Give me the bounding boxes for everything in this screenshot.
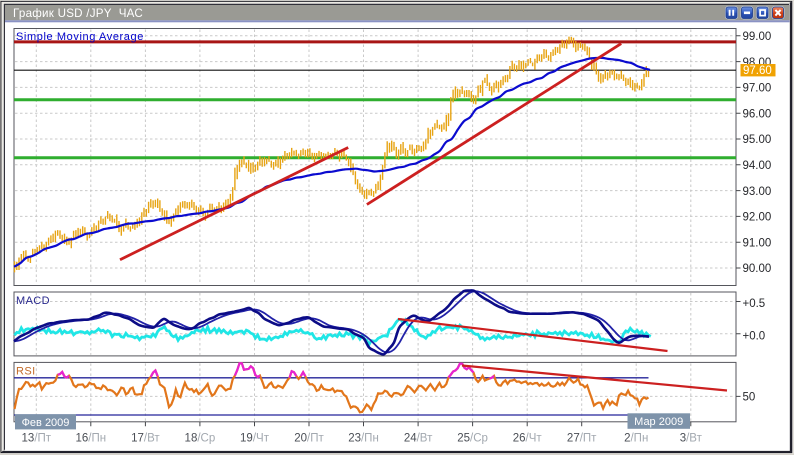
svg-text:+0.0: +0.0 bbox=[743, 331, 766, 343]
svg-text:Мар 2009: Мар 2009 bbox=[634, 416, 683, 428]
svg-text:Фев 2009: Фев 2009 bbox=[22, 417, 70, 429]
svg-text:+0.5: +0.5 bbox=[743, 298, 766, 310]
svg-text:97.60: 97.60 bbox=[743, 65, 772, 77]
svg-text:3/Вт: 3/Вт bbox=[680, 433, 703, 445]
svg-text:94.00: 94.00 bbox=[743, 160, 772, 172]
svg-text:13/Пт: 13/Пт bbox=[22, 433, 52, 445]
svg-text:92.00: 92.00 bbox=[743, 212, 772, 224]
svg-text:20/Пт: 20/Пт bbox=[294, 433, 324, 445]
svg-text:27/Пт: 27/Пт bbox=[567, 433, 597, 445]
svg-text:97.00: 97.00 bbox=[743, 83, 772, 95]
svg-text:95.00: 95.00 bbox=[743, 134, 772, 146]
svg-text:RSI: RSI bbox=[16, 366, 36, 378]
svg-text:90.00: 90.00 bbox=[743, 263, 772, 275]
svg-text:50: 50 bbox=[743, 392, 756, 404]
svg-text:16/Пн: 16/Пн bbox=[75, 433, 106, 445]
svg-text:19/Чт: 19/Чт bbox=[240, 433, 270, 445]
svg-text:MACD: MACD bbox=[16, 295, 50, 307]
svg-text:26/Чт: 26/Чт bbox=[513, 433, 543, 445]
svg-text:96.00: 96.00 bbox=[743, 108, 772, 120]
svg-text:2/Пн: 2/Пн bbox=[624, 433, 648, 445]
svg-text:Simple Moving Average: Simple Moving Average bbox=[16, 31, 144, 43]
svg-text:99.00: 99.00 bbox=[743, 31, 772, 43]
svg-text:23/Пн: 23/Пн bbox=[348, 433, 379, 445]
svg-text:91.00: 91.00 bbox=[743, 237, 772, 249]
svg-text:17/Вт: 17/Вт bbox=[131, 433, 160, 445]
svg-text:24/Вт: 24/Вт bbox=[404, 433, 433, 445]
svg-text:18/Ср: 18/Ср bbox=[185, 433, 216, 445]
svg-text:25/Ср: 25/Ср bbox=[457, 433, 488, 445]
svg-text:График USD /JPY ЧАС: График USD /JPY ЧАС bbox=[13, 7, 143, 20]
svg-text:93.00: 93.00 bbox=[743, 186, 772, 198]
